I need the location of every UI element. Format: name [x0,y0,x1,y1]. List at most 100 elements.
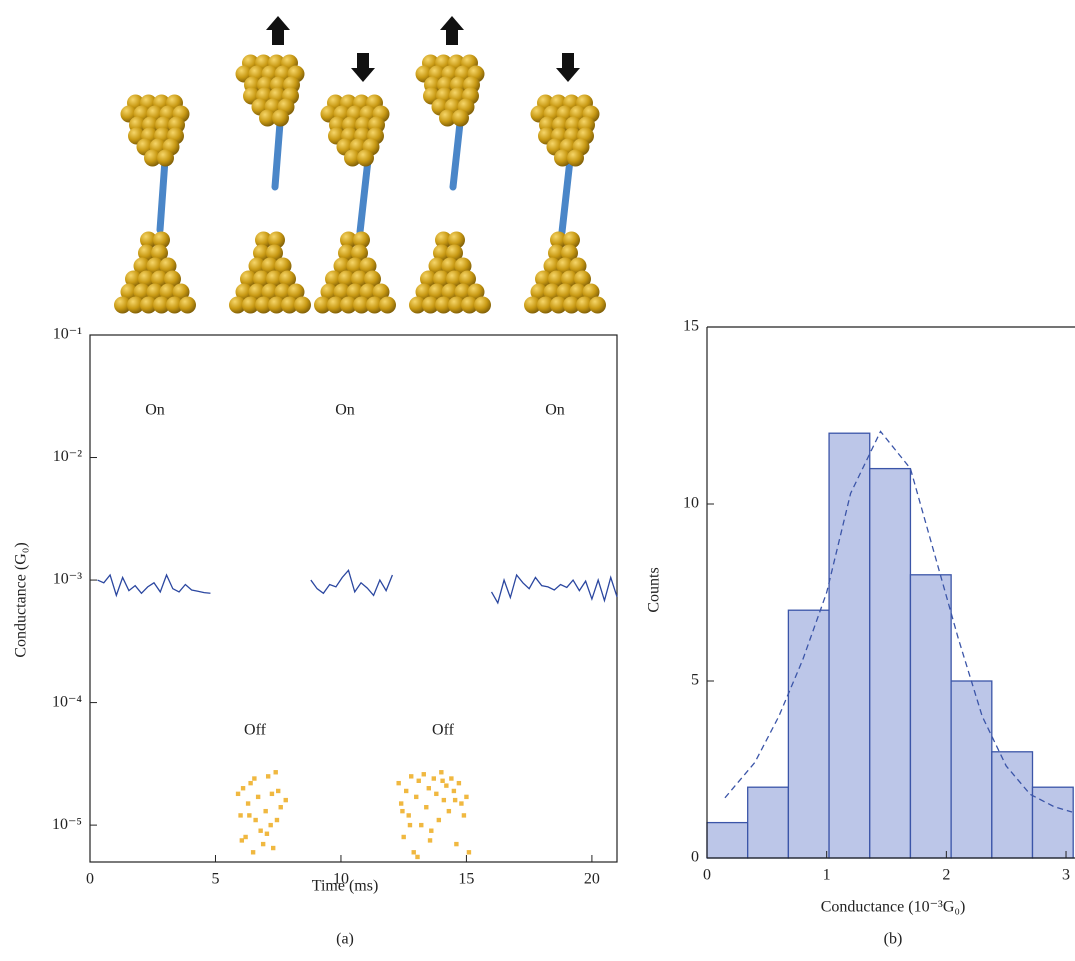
gold-atom [567,150,584,167]
junction-illustration [114,16,606,314]
scatter-point [415,855,419,859]
panel-caption: (a) [336,931,354,948]
scatter-point [248,781,252,785]
histogram-bar [829,433,870,858]
annotation: On [545,402,565,419]
x-tick-label: 0 [703,867,711,884]
scatter-point [424,805,428,809]
gold-atom [179,297,196,314]
histogram-bar [951,681,992,858]
scatter-point [432,776,436,780]
scatter-point [422,772,426,776]
x-tick-label: 3 [1062,867,1070,884]
scatter-point [440,779,444,783]
gold-atom [357,150,374,167]
scatter-point [396,781,400,785]
scatter-point [467,850,471,854]
histogram-bar [707,823,748,858]
molecule [360,160,368,232]
scatter-point [434,792,438,796]
scatter-point [459,801,463,805]
scatter-point [401,835,405,839]
scatter-point [399,801,403,805]
scatter-point [251,850,255,854]
scatter-point [412,850,416,854]
y-tick-label: 15 [683,318,699,335]
scatter-point [284,798,288,802]
y-axis-title: Conductance (G₀) [13,542,30,657]
scatter-point [268,823,272,827]
scatter-point [408,823,412,827]
scatter-point [247,813,251,817]
scatter-point [439,770,443,774]
scatter-point [454,842,458,846]
scatter-point [266,774,270,778]
figure: Time (ms) Conductance (G₀) (a) Conductan… [0,0,1075,961]
gold-atom [474,297,491,314]
histogram-plot [707,431,1073,858]
annotation: On [335,402,355,419]
y-tick-label: 10⁻⁴ [52,693,82,710]
arrow-up [440,16,464,45]
scatter-point [241,786,245,790]
scatter-point [279,805,283,809]
y-tick-label: 10⁻⁵ [52,816,82,833]
molecule [562,160,570,232]
molecule [275,123,280,187]
arrow-up [266,16,290,45]
scatter-point [447,809,451,813]
scatter-point [261,842,265,846]
scatter-point [417,779,421,783]
molecule [453,123,460,187]
x-tick-label: 5 [211,871,219,888]
x-tick-label: 2 [942,867,950,884]
scatter-point [449,776,453,780]
arrow-down [351,53,375,82]
y-tick-label: 10⁻² [53,448,82,465]
scatter-point [427,786,431,790]
histogram-bar [1033,787,1074,858]
scatter-point [238,813,242,817]
scatter-point [240,838,244,842]
y-tick-label: 0 [691,849,699,866]
scatter-point [263,809,267,813]
scatter-point [409,774,413,778]
conductance-trace [98,570,617,603]
scatter-point [265,832,269,836]
scatter-point [275,818,279,822]
histogram-bar [870,469,911,858]
scatter-point [258,829,262,833]
scatter-point [419,823,423,827]
y-tick-label: 10 [683,495,699,512]
scatter-point [428,838,432,842]
scatter-point [407,813,411,817]
scatter-point [236,792,240,796]
scatter-point [400,809,404,813]
scatter-point [444,783,448,787]
y-tick-label: 10⁻³ [53,571,82,588]
gold-atom [272,110,289,127]
y-tick-label: 10⁻¹ [53,326,82,343]
scatter-point [442,798,446,802]
scatter-point [437,818,441,822]
scatter-point [274,770,278,774]
scatter-point [252,776,256,780]
molecule [160,160,165,230]
scatter-point [429,829,433,833]
scatter-point [404,789,408,793]
x-tick-label: 15 [458,871,474,888]
panel-caption: (b) [884,931,903,948]
x-tick-label: 0 [86,871,94,888]
x-tick-label: 20 [584,871,600,888]
histogram-bar [788,610,829,858]
y-tick-label: 5 [691,672,699,689]
page: {"chart_data": [ {"type": "line", "capti… [0,0,1075,961]
gold-atom [589,297,606,314]
scatter-point [276,789,280,793]
scatter-point [256,795,260,799]
scatter-point [271,846,275,850]
arrow-down [556,53,580,82]
annotation: Off [432,722,455,739]
histogram-bar [992,752,1033,858]
scatter-point [462,813,466,817]
